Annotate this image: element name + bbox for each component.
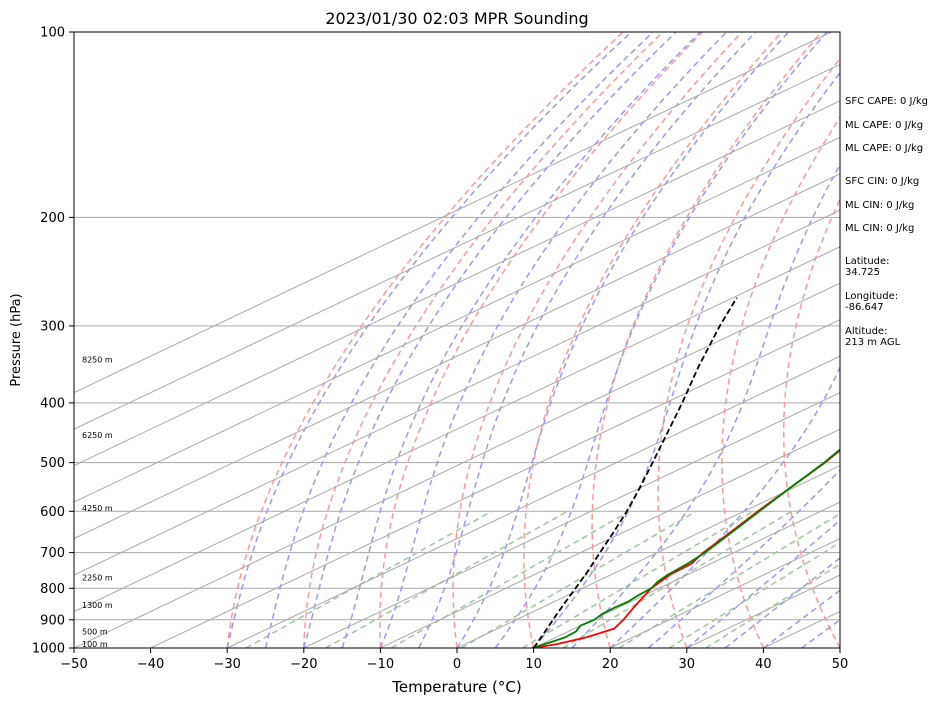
ml-cape-text: ML CAPE: 0 J/kg	[845, 120, 923, 131]
x-tick-label: 30	[679, 657, 696, 672]
height-label: 500 m	[82, 628, 108, 637]
y-axis-label: Pressure (hPa)	[9, 293, 24, 386]
isotherm-line	[609, 538, 840, 648]
altitude-label: Altitude:	[845, 326, 887, 337]
dry-adiabat	[657, 57, 840, 648]
isotherm-line	[533, 501, 840, 648]
x-tick-label: −50	[60, 657, 87, 672]
moist-adiabat	[226, 32, 632, 648]
height-label: 4250 m	[82, 504, 113, 513]
height-label: 6250 m	[82, 431, 113, 440]
y-tick-label: 1000	[32, 642, 65, 657]
height-labels: 100 m 500 m 1300 m 2250 m 4250 m 6250 m 8250 m	[82, 355, 113, 649]
moist-adiabat	[456, 32, 790, 648]
dry-adiabat	[226, 32, 624, 648]
moist-adiabat	[648, 469, 840, 648]
sfc-cin-text: SFC CIN: 0 J/kg	[845, 176, 919, 187]
isotherm-line	[380, 428, 840, 648]
isotherm-line	[303, 392, 840, 648]
moist-adiabat	[341, 32, 701, 648]
height-label: 8250 m	[82, 355, 113, 364]
sfc-cape-text: SFC CAPE: 0 J/kg	[845, 96, 928, 107]
y-tick-label: 600	[40, 505, 65, 520]
x-tick-label: 10	[525, 657, 542, 672]
isotherm-line	[74, 209, 840, 576]
moist-adiabat	[762, 589, 840, 648]
temperature-profile-line	[533, 449, 840, 648]
longitude-label: Longitude:	[845, 291, 898, 302]
latitude-value: 34.725	[845, 267, 880, 278]
x-tick-label: 40	[755, 657, 772, 672]
y-tick-label: 700	[40, 546, 65, 561]
chart-title: 2023/01/30 02:03 MPR Sounding	[325, 9, 588, 28]
mixing-ratio-line	[705, 563, 840, 648]
isotherm-line	[150, 319, 840, 648]
dry-adiabats	[226, 32, 840, 648]
moist-adiabat	[303, 32, 677, 648]
isotherm-line	[74, 63, 840, 430]
ml-cape-text-2: ML CAPE: 0 J/kg	[845, 143, 923, 154]
isotherm-line	[74, 246, 840, 613]
moist-adiabat	[571, 163, 840, 648]
y-tick-label: 100	[40, 26, 65, 41]
moist-adiabat	[609, 365, 840, 648]
x-tick-label: 20	[602, 657, 619, 672]
x-axis-ticks: −50 −40 −30 −20 −10 0 10 20 30 40 50	[60, 648, 848, 672]
isotherm-line	[226, 355, 840, 648]
latitude-label: Latitude:	[845, 256, 890, 267]
y-axis-ticks: 1000 900 800 700 600 500 400 300 200 100	[32, 26, 74, 657]
mixing-ratio-line	[618, 512, 840, 648]
isotherm-line	[74, 282, 840, 648]
dry-adiabat	[523, 32, 783, 648]
x-tick-label: −10	[367, 657, 394, 672]
height-label: 2250 m	[82, 574, 113, 583]
stats-panel: SFC CAPE: 0 J/kg ML CAPE: 0 J/kg ML CAPE…	[845, 96, 928, 348]
ml-cin-text-2: ML CIN: 0 J/kg	[845, 223, 914, 234]
dewpoint-profile-line	[531, 448, 840, 648]
isotherm-line	[74, 173, 840, 540]
mixing-ratio-line	[245, 510, 493, 648]
x-tick-label: 0	[453, 657, 461, 672]
isotherm-line	[74, 136, 840, 503]
mixing-ratio-line	[390, 510, 630, 648]
altitude-value: 213 m AGL	[845, 337, 901, 348]
sounding-profiles	[531, 297, 840, 648]
dry-adiabat	[452, 32, 743, 648]
mixing-ratio-line	[325, 510, 568, 648]
y-tick-label: 900	[40, 613, 65, 628]
mixing-ratio-line	[668, 541, 840, 648]
x-tick-label: 50	[832, 657, 849, 672]
y-tick-label: 800	[40, 582, 65, 597]
moist-adiabat	[379, 32, 728, 648]
y-tick-label: 400	[40, 396, 65, 411]
dry-adiabat	[782, 197, 840, 648]
isotherms	[74, 32, 840, 648]
mixing-ratio-line	[522, 510, 754, 648]
isotherm-line	[456, 465, 840, 648]
mixing-ratio-line	[461, 510, 697, 648]
x-axis-label: Temperature (°C)	[391, 678, 521, 696]
dry-adiabat	[379, 32, 703, 648]
y-tick-label: 500	[40, 456, 65, 471]
parcel-profile-line	[532, 297, 738, 648]
isotherm-line	[74, 32, 832, 394]
isotherm-line	[74, 100, 840, 467]
dry-adiabat	[591, 32, 822, 648]
ml-cin-text: ML CIN: 0 J/kg	[845, 200, 914, 211]
dry-adiabat	[721, 115, 840, 648]
x-tick-label: −20	[290, 657, 317, 672]
longitude-value: -86.647	[845, 302, 884, 313]
height-label: 1300 m	[82, 601, 113, 610]
x-tick-label: −30	[213, 657, 240, 672]
height-label: 100 m	[82, 640, 108, 649]
moist-adiabat	[724, 557, 840, 648]
mixing-ratio-lines	[245, 510, 840, 648]
y-tick-label: 200	[40, 211, 65, 226]
y-tick-label: 300	[40, 319, 65, 334]
moist-adiabat	[264, 32, 654, 648]
x-tick-label: −40	[137, 657, 164, 672]
moist-adiabat	[494, 32, 828, 648]
dry-adiabat	[303, 32, 664, 648]
